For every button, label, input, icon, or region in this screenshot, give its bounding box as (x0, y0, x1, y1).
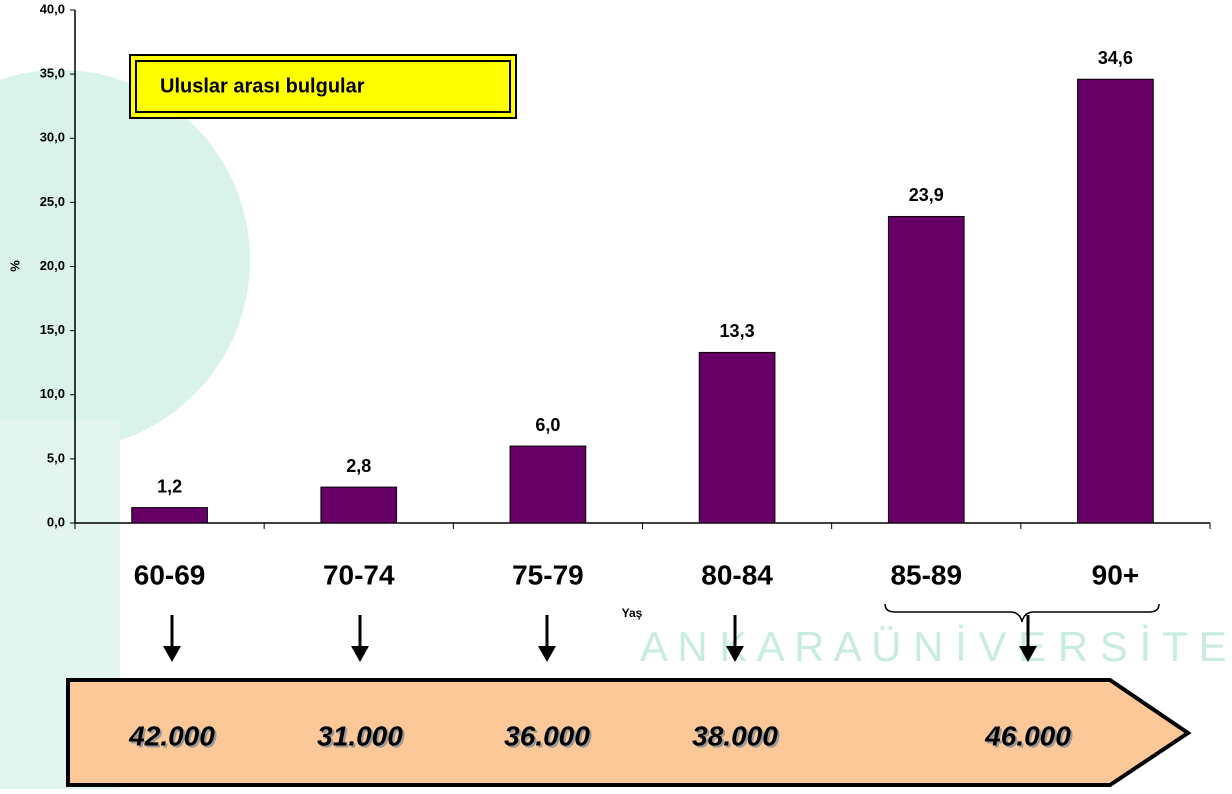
y-tick-label: 35,0 (40, 66, 65, 81)
arrow-label-shadow: 36.000 (506, 722, 592, 753)
value-label: 23,9 (909, 185, 944, 205)
y-tick-label: 5,0 (47, 450, 65, 465)
bar (509, 445, 587, 524)
bar (698, 351, 776, 524)
annotation: Uluslar arası bulgular (160, 75, 365, 97)
y-tick-label: 0,0 (47, 514, 65, 529)
arrow-label-shadow: 38.000 (694, 722, 780, 753)
y-axis-label: % (7, 260, 22, 272)
y-tick-label: 40,0 (40, 1, 65, 16)
value-label: 2,8 (346, 456, 371, 476)
bar (1077, 78, 1154, 524)
bar (320, 486, 398, 524)
value-label: 13,3 (720, 321, 755, 341)
x-tick-label: 90+ (1092, 559, 1140, 590)
arrow-label: 36.000 (504, 720, 590, 751)
y-tick-label: 30,0 (40, 130, 65, 145)
x-tick-label: 80-84 (701, 559, 773, 590)
arrow-label: 46.000 (984, 720, 1071, 751)
x-tick-label: 60-69 (134, 559, 206, 590)
bar (887, 215, 965, 524)
value-label: 6,0 (535, 415, 560, 435)
watermark-shape (0, 70, 250, 450)
arrow-label-shadow: 46.000 (986, 722, 1073, 753)
y-tick-label: 25,0 (40, 194, 65, 209)
y-tick-label: 10,0 (40, 386, 65, 401)
down-arrow-head (163, 646, 181, 662)
arrow-label-shadow: 42.000 (130, 722, 217, 753)
down-arrow-head (1019, 646, 1037, 662)
x-tick-label: 70-74 (323, 559, 395, 590)
x-tick-label: 85-89 (890, 559, 962, 590)
y-tick-label: 20,0 (40, 258, 65, 273)
arrow-label: 42.000 (128, 720, 215, 751)
value-label: 34,6 (1098, 48, 1133, 68)
arrow-label: 38.000 (692, 720, 778, 751)
down-arrow-head (538, 646, 556, 662)
arrow-box (66, 678, 1192, 787)
annotation-box (129, 54, 517, 119)
down-arrow-head (351, 646, 369, 662)
brace (884, 603, 1160, 623)
x-tick-label: 75-79 (512, 559, 584, 590)
bar (131, 507, 208, 524)
annotation-box-inner (135, 60, 511, 113)
arrow-label-shadow: 31.000 (319, 722, 405, 753)
x-axis-label: Yaş (622, 606, 643, 620)
y-tick-label: 15,0 (40, 322, 65, 337)
value-label: 1,2 (157, 476, 182, 496)
down-arrow-head (726, 646, 744, 662)
arrow-label: 31.000 (317, 720, 403, 751)
